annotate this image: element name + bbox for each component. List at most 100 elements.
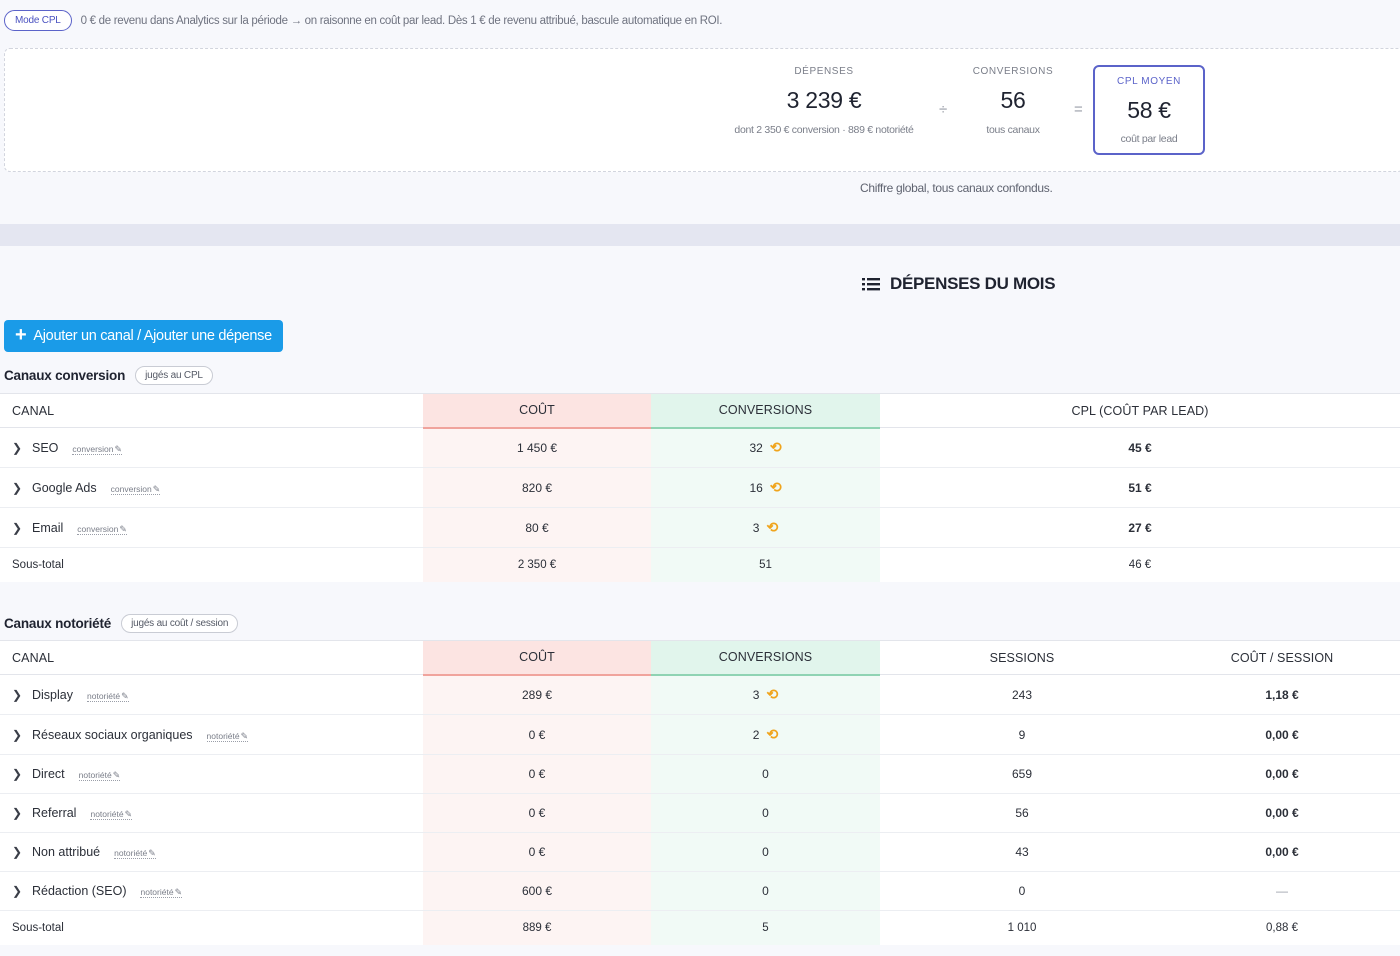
conversions-value: 3 — [752, 521, 760, 535]
conversion-table: CANAL COÛT CONVERSIONS CPL (COÛT PAR LEA… — [0, 393, 1400, 582]
undo-icon[interactable]: ⟲ — [769, 479, 782, 495]
canal-cell: ❯ Rédaction (SEO) notoriété✎ — [0, 871, 423, 911]
mode-description: 0 € de revenu dans Analytics sur la péri… — [80, 14, 723, 27]
canal-cell: ❯ Referral notoriété✎ — [0, 793, 423, 833]
col-header-sessions[interactable]: SESSIONS — [880, 640, 1164, 675]
cost-cell: 1 450 € — [423, 427, 651, 468]
subtotal-cpl: 46 € — [880, 547, 1400, 582]
col-header-conversions[interactable]: CONVERSIONS — [651, 640, 880, 676]
chevron-right-icon[interactable]: ❯ — [12, 440, 23, 455]
plus-icon: + — [15, 324, 27, 346]
table-row[interactable]: ❯ SEO conversion✎ 1 450 € 32 ⟲ 45 € — [0, 427, 1400, 468]
table-row[interactable]: ❯ Non attribué notoriété✎ 0 € 0 43 0,00 € — [0, 832, 1400, 872]
channel-type-tag[interactable]: conversion✎ — [110, 483, 161, 495]
conversions-cell: 32 ⟲ — [651, 427, 880, 468]
conversion-group-header: Canaux conversion jugés au CPL — [4, 366, 213, 385]
awareness-group-header: Canaux notoriété jugés au coût / session — [4, 614, 239, 633]
chevron-right-icon[interactable]: ❯ — [12, 687, 23, 702]
canal-cell: ❯ SEO conversion✎ — [0, 427, 423, 468]
canal-name: Non attribué — [32, 845, 101, 859]
channel-type-tag[interactable]: notoriété✎ — [206, 730, 249, 742]
canal-name: Réseaux sociaux organiques — [32, 727, 193, 742]
add-channel-label: Ajouter un canal / Ajouter une dépense — [33, 328, 272, 344]
pencil-icon: ✎ — [119, 523, 127, 534]
kpi-cpl-sub: coût par lead — [1120, 133, 1178, 145]
kpi-cpl-moyen: CPL moyen 58 € coût par lead — [1093, 65, 1205, 155]
tag-label: conversion — [110, 483, 152, 494]
cost-cell: 0 € — [423, 832, 651, 872]
chevron-right-icon[interactable]: ❯ — [12, 845, 23, 859]
table-row[interactable]: ❯ Display notoriété✎ 289 € 3 ⟲ 243 1,18 € — [0, 674, 1400, 715]
cost-per-session-cell: 0,00 € — [1164, 793, 1400, 833]
channel-type-tag[interactable]: notoriété✎ — [140, 887, 183, 898]
chevron-right-icon[interactable]: ❯ — [12, 884, 23, 898]
undo-icon[interactable]: ⟲ — [769, 439, 782, 456]
table-row[interactable]: ❯ Direct notoriété✎ 0 € 0 659 0,00 € — [0, 754, 1400, 794]
col-header-cost-per-session[interactable]: COÛT / SESSION — [1164, 640, 1400, 675]
tag-label: notoriété — [140, 887, 174, 897]
mode-cpl-pill[interactable]: Mode CPL — [4, 10, 72, 31]
col-header-canal: CANAL — [0, 393, 423, 428]
add-channel-button[interactable]: + Ajouter un canal / Ajouter une dépense — [4, 320, 283, 352]
canal-name: Google Ads — [32, 480, 97, 495]
col-header-conversions[interactable]: CONVERSIONS — [651, 393, 880, 429]
channel-type-tag[interactable]: notoriété✎ — [114, 848, 156, 859]
canal-name: Referral — [32, 806, 77, 820]
channel-type-tag[interactable]: notoriété✎ — [90, 809, 133, 820]
chevron-right-icon[interactable]: ❯ — [12, 806, 23, 820]
subtotal-label: Sous-total — [0, 547, 423, 582]
canal-name: Email — [32, 520, 64, 535]
conversions-cell: 16 ⟲ — [651, 467, 880, 508]
pencil-icon: ✎ — [112, 770, 121, 780]
channel-type-tag[interactable]: conversion✎ — [77, 523, 127, 535]
section-title: DÉPENSES DU MOIS — [890, 274, 1056, 293]
canal-cell: ❯ Google Ads conversion✎ — [0, 467, 423, 508]
chevron-right-icon[interactable]: ❯ — [12, 520, 23, 535]
kpi-depenses: Dépenses 3 239 € dont 2 350 € conversion… — [719, 66, 929, 136]
subtotal-sessions: 1 010 — [880, 910, 1164, 945]
pencil-icon: ✎ — [121, 690, 129, 701]
canal-cell: ❯ Non attribué notoriété✎ — [0, 832, 423, 872]
col-header-cpl[interactable]: CPL (COÛT PAR LEAD) — [880, 393, 1400, 428]
undo-icon[interactable]: ⟲ — [766, 726, 779, 742]
channel-type-tag[interactable]: notoriété✎ — [87, 690, 129, 702]
section-divider — [0, 224, 1400, 246]
subtotal-conversions: 5 — [651, 910, 880, 945]
undo-icon[interactable]: ⟲ — [766, 519, 779, 535]
tag-label: notoriété — [206, 730, 240, 741]
table-row[interactable]: ❯ Rédaction (SEO) notoriété✎ 600 € 0 0 — — [0, 871, 1400, 911]
sessions-cell: 56 — [880, 793, 1164, 833]
cost-cell: 80 € — [423, 507, 651, 548]
sessions-cell: 9 — [880, 714, 1164, 755]
table-row[interactable]: ❯ Referral notoriété✎ 0 € 0 56 0,00 € — [0, 793, 1400, 833]
subtotal-label: Sous-total — [0, 910, 423, 945]
list-icon — [862, 278, 880, 291]
conversions-cell: 0 — [651, 871, 880, 911]
table-row[interactable]: ❯ Réseaux sociaux organiques notoriété✎ 0 … — [0, 714, 1400, 755]
chevron-right-icon[interactable]: ❯ — [12, 767, 23, 781]
cost-per-session-cell: 0,00 € — [1164, 832, 1400, 872]
subtotal-row: Sous-total 889 € 5 1 010 0,88 € — [0, 910, 1400, 945]
channel-type-tag[interactable]: notoriété✎ — [78, 770, 121, 781]
undo-icon[interactable]: ⟲ — [766, 686, 779, 703]
tag-label: notoriété — [90, 809, 124, 819]
equals-operator: = — [1074, 101, 1083, 118]
subtotal-row: Sous-total 2 350 € 51 46 € — [0, 547, 1400, 582]
table-row[interactable]: ❯ Email conversion✎ 80 € 3 ⟲ 27 € — [0, 507, 1400, 548]
canal-cell: ❯ Email conversion✎ — [0, 507, 423, 548]
cost-cell: 0 € — [423, 754, 651, 794]
channel-type-tag[interactable]: conversion✎ — [72, 443, 123, 455]
sessions-cell: 243 — [880, 674, 1164, 715]
tag-label: notoriété — [78, 770, 112, 780]
chevron-right-icon[interactable]: ❯ — [12, 480, 23, 495]
kpi-depenses-label: Dépenses — [794, 66, 854, 77]
cost-cell: 600 € — [423, 871, 651, 911]
col-header-cost[interactable]: COÛT — [423, 640, 651, 676]
chevron-right-icon[interactable]: ❯ — [12, 727, 23, 742]
subtotal-cost: 889 € — [423, 910, 651, 945]
cost-cell: 0 € — [423, 793, 651, 833]
table-row[interactable]: ❯ Google Ads conversion✎ 820 € 16 ⟲ 51 € — [0, 467, 1400, 508]
col-header-cost[interactable]: COÛT — [423, 393, 651, 429]
cost-cell: 0 € — [423, 714, 651, 755]
sessions-cell: 43 — [880, 832, 1164, 872]
